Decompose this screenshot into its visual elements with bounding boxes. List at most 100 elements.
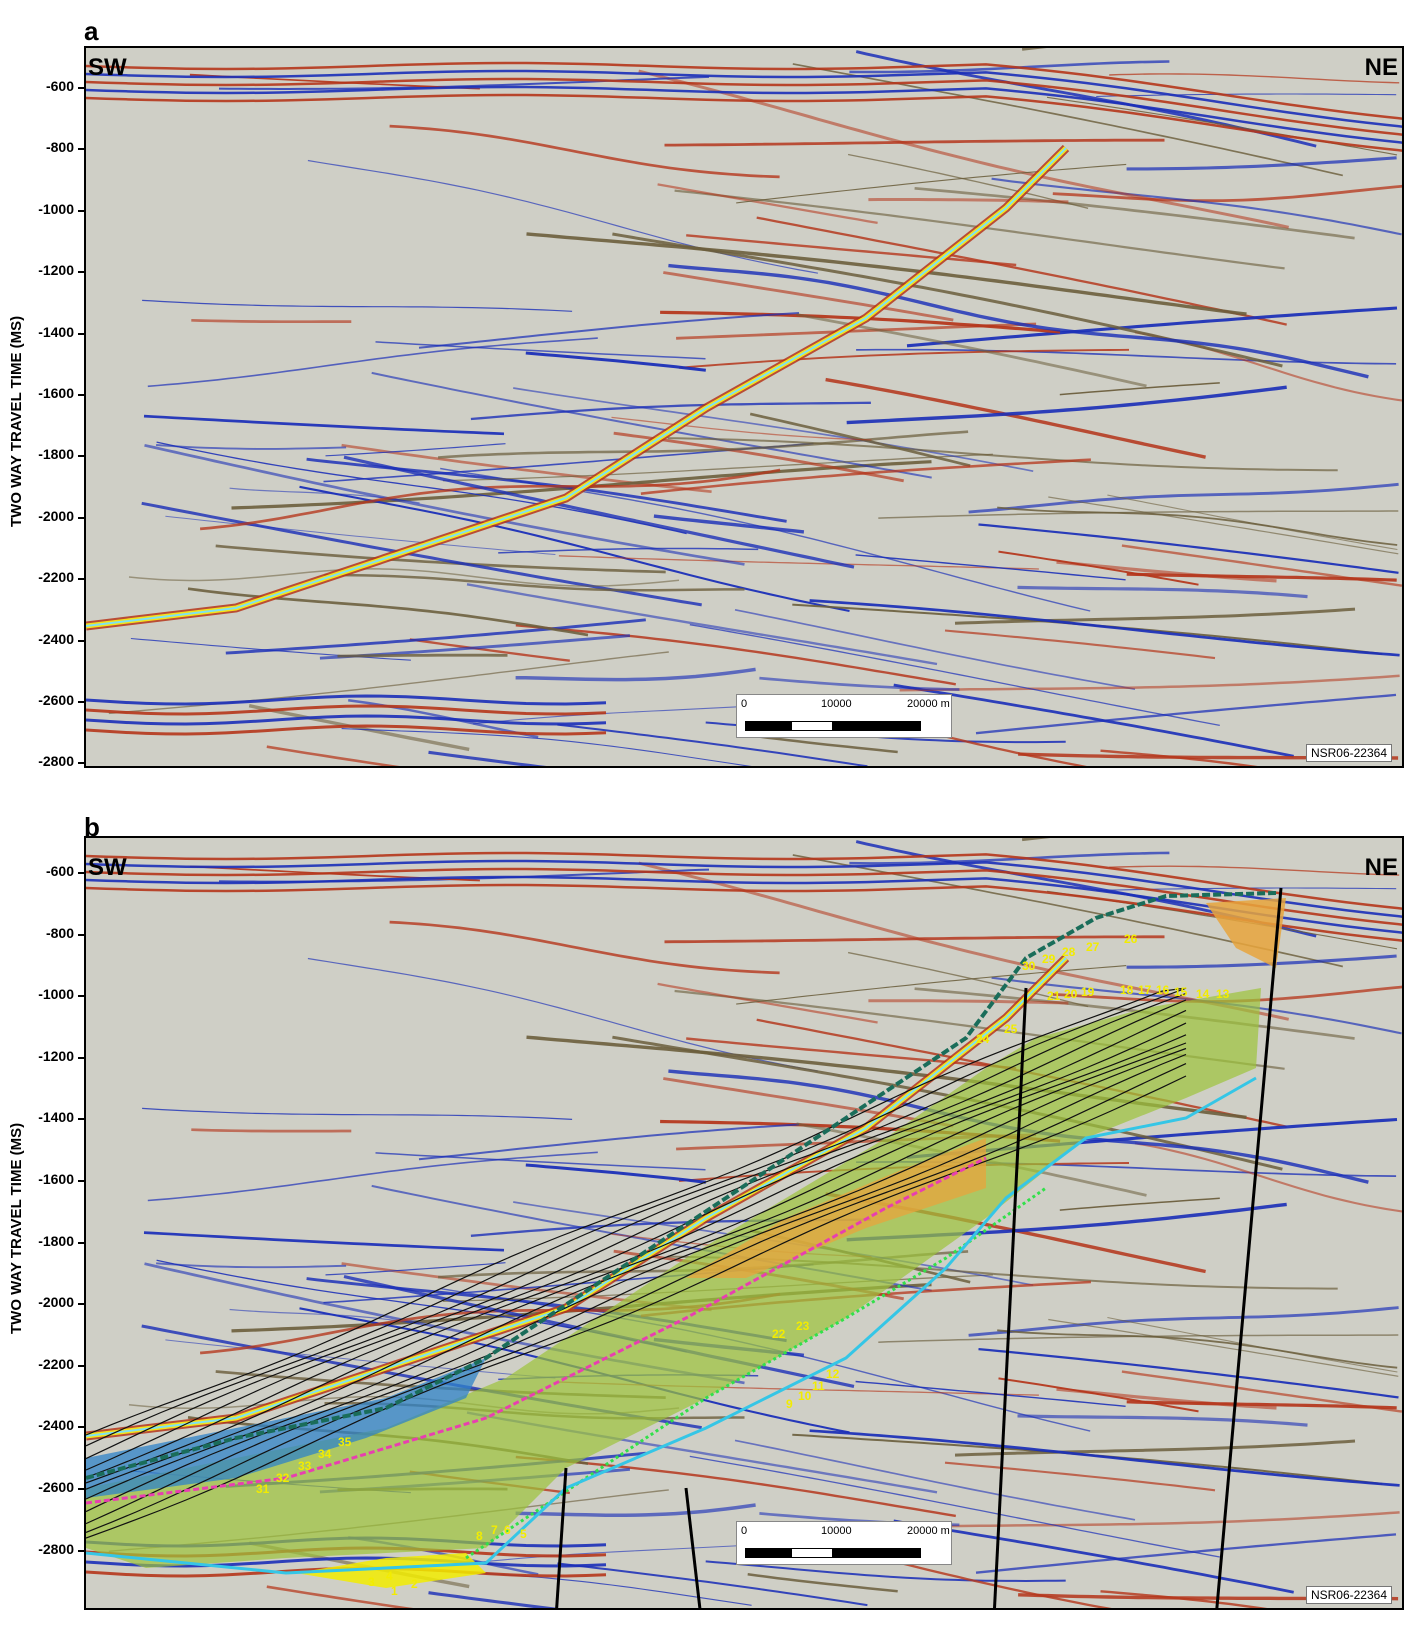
clinoform-line [86, 999, 1187, 1471]
y-tick-label: -2600 [38, 692, 74, 708]
panel-b-seismic-section: 1 2 3 4 5 6 7 8 9 10 11 12 13 14 15 16 17 18 19 20 21 22 23 24 2… [84, 836, 1404, 1610]
clinoform-line [86, 1034, 1187, 1490]
y-tick-label: -2200 [38, 1355, 74, 1372]
y-tick-mark [78, 872, 84, 874]
y-tick-label: -600 [45, 863, 74, 879]
y-tick-mark [78, 762, 84, 765]
panel-a: a TWO WAY TRAVEL TIME (MS) -600 -800 -1000… [0, 0, 1410, 790]
horizon-label-14: 14 [1196, 987, 1210, 1001]
horizon-label-3: 3 [368, 1575, 375, 1589]
horizon-label-25: 25 [1004, 1022, 1018, 1036]
y-tick-label: -1400 [38, 1109, 74, 1126]
y-tick-label: -1600 [38, 385, 74, 401]
clinoform-line [86, 1009, 1187, 1479]
surface-green-dotted [465, 1186, 1047, 1560]
horizon-label-35: 35 [338, 1435, 352, 1449]
y-tick-mark [78, 1180, 84, 1182]
y-tick-label: -1400 [38, 323, 74, 340]
y-tick-mark [78, 1488, 84, 1490]
clinoform-line [86, 987, 1187, 1447]
horizon-label-29: 29 [1042, 952, 1056, 966]
horizon-label-27: 27 [1086, 940, 1100, 954]
surface-cyan-base [86, 1076, 1257, 1575]
horizon-label-30: 30 [1022, 959, 1036, 973]
horizon-label-6: 6 [504, 1523, 511, 1537]
horizon-label-5: 5 [520, 1527, 527, 1541]
y-tick-mark [78, 639, 84, 642]
horizon-label-8: 8 [476, 1529, 483, 1543]
clinoform-package-orange [686, 1138, 986, 1278]
y-tick-label: -2200 [38, 569, 74, 586]
horizon-label-24: 24 [976, 1032, 990, 1046]
clinoform-package-orange-ne [1206, 898, 1286, 968]
fault-line [684, 1487, 702, 1608]
panel-b-ne-label: NE [1364, 854, 1398, 881]
horizon-label-26: 26 [1124, 932, 1138, 946]
horizon-label-17: 17 [1138, 983, 1152, 997]
clinoform-package-blue [86, 1358, 486, 1498]
y-tick-mark [78, 455, 84, 458]
clinoform-line [86, 992, 1187, 1460]
y-tick-label: -2600 [38, 1479, 74, 1495]
y-tick-mark [78, 394, 84, 396]
y-tick-label: -1200 [38, 1047, 74, 1064]
y-tick-mark [78, 1364, 84, 1367]
panel-b: b TWO WAY TRAVEL TIME (MS) -600 -800 -1000… [0, 800, 1410, 1627]
horizon-label-9: 9 [786, 1397, 793, 1411]
clinoform-line [86, 987, 1187, 1436]
horizon-label-2: 2 [411, 1577, 418, 1591]
y-tick-label: -800 [45, 139, 74, 156]
horizon-label-13: 13 [1216, 987, 1230, 1001]
horizon-label-4: 4 [386, 1569, 393, 1583]
panel-a-line-id: NSR06-22364 [1305, 744, 1392, 762]
clinoform-line [86, 1075, 1187, 1539]
y-tick-label: -2000 [38, 507, 74, 524]
horizon-label-7: 7 [491, 1523, 498, 1537]
y-tick-mark [78, 995, 84, 998]
scale-label-20000: 20000 m [907, 1525, 950, 1537]
panel-b-scale-bar: 0 10000 20000 m [736, 1521, 952, 1565]
horizon-label-22: 22 [772, 1327, 786, 1341]
panel-b-interpreted-seismic-image: 1 23 4567891011121314151617181920212223242… [86, 838, 1402, 1608]
panel-a-letter: a [84, 16, 99, 46]
interpretation-overlay: 1 23 4567891011121314151617181920212223242… [86, 887, 1286, 1608]
scale-label-0: 0 [741, 698, 748, 710]
scale-label-20000: 20000 m [907, 698, 950, 710]
panel-a-sw-label: SW [88, 54, 127, 81]
seismic-reflectors [86, 48, 1402, 766]
scale-label-0: 0 [741, 1525, 748, 1537]
y-tick-label: -1800 [38, 446, 74, 463]
scale-label-10000: 10000 [821, 698, 852, 710]
panel-a-scale-bar: 0 10000 20000 m [736, 694, 952, 738]
y-tick-mark [78, 578, 84, 581]
y-tick-mark [78, 1549, 84, 1552]
y-tick-label: -2000 [38, 1294, 74, 1311]
y-tick-mark [78, 271, 84, 274]
y-tick-label: -600 [45, 78, 74, 94]
horizon-label-11: 11 [812, 1379, 825, 1393]
horizon-label-28: 28 [1062, 945, 1076, 959]
y-tick-label: -1200 [38, 262, 74, 279]
horizon-label-12: 12 [826, 1367, 840, 1381]
y-tick-label: -1800 [38, 1232, 74, 1249]
y-tick-label: -2800 [38, 1540, 74, 1557]
y-tick-label: -1000 [38, 200, 74, 217]
horizon-label-20: 20 [1064, 987, 1078, 1001]
panel-b-line-id: NSR06-22364 [1305, 1586, 1392, 1604]
panel-a-y-axis-label: TWO WAY TRAVEL TIME (MS) [8, 315, 25, 527]
panel-a-seismic-image [86, 48, 1402, 766]
horizon-label-23: 23 [796, 1319, 810, 1333]
y-tick-mark [78, 332, 84, 335]
y-tick-mark [78, 87, 84, 89]
y-tick-mark [78, 933, 84, 936]
clinoform-line [86, 1063, 1187, 1533]
fault-line [993, 987, 1028, 1608]
panel-a-ne-label: NE [1364, 54, 1398, 81]
horizon-label-16: 16 [1156, 983, 1170, 997]
y-tick-mark [78, 148, 84, 151]
horizon-label-10: 10 [798, 1389, 812, 1403]
fault-line [555, 1467, 568, 1608]
scale-label-10000: 10000 [821, 1525, 852, 1537]
y-tick-label: -2400 [38, 1417, 74, 1434]
y-tick-mark [78, 516, 84, 519]
